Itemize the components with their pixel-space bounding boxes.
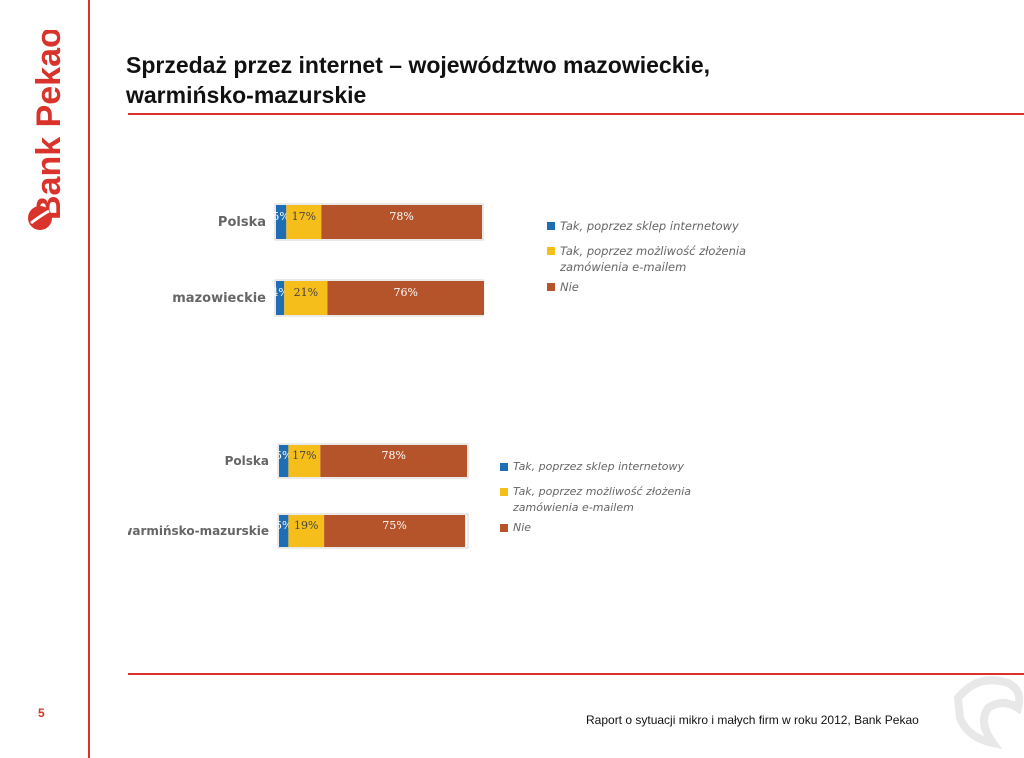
category-label: Polska	[218, 215, 266, 230]
bar-segment	[288, 445, 321, 477]
data-label: 76%	[394, 286, 418, 299]
legend-label: Tak, poprzez sklep internetowy	[560, 219, 739, 233]
legend-item: Nie	[500, 520, 691, 536]
bar-frame	[277, 443, 469, 479]
legend-label: Nie	[560, 280, 579, 294]
bar-segment	[321, 205, 482, 239]
data-label: 75%	[382, 519, 406, 532]
legend-item: Nie	[547, 279, 746, 295]
legend-swatch	[500, 463, 508, 471]
bar-segment	[284, 281, 328, 315]
page-number: 5	[38, 706, 45, 720]
data-label: 5%	[272, 210, 289, 223]
bar-segment	[320, 445, 467, 477]
title-line-2: warmińsko-mazurskie	[126, 82, 367, 108]
title-underline	[128, 113, 1024, 115]
legend-item: Tak, poprzez sklep internetowy	[547, 218, 746, 234]
legend-label: Nie	[513, 521, 532, 534]
legend-mazowieckie: Tak, poprzez sklep internetowy Tak, poprz…	[547, 218, 746, 299]
logo-emblem-icon	[28, 206, 52, 230]
data-label: 17%	[292, 449, 316, 462]
data-label: 78%	[389, 210, 413, 223]
logo-wordmark: Bank Pekao	[30, 30, 68, 220]
bar-segment	[276, 281, 285, 315]
category-label: warmińsko-mazurskie	[128, 524, 269, 538]
data-label: 19%	[294, 519, 318, 532]
data-label: 5%	[275, 449, 292, 462]
bar-segment	[327, 281, 485, 315]
bar-segment	[279, 445, 289, 477]
data-label: 5%	[275, 519, 292, 532]
legend-swatch	[547, 247, 555, 255]
data-label: 17%	[292, 210, 316, 223]
data-label: 21%	[294, 286, 318, 299]
title-line-1: Sprzedaż przez internet – województwo ma…	[126, 52, 711, 78]
legend-item: Tak, poprzez możliwość złożenia zamówieni…	[547, 243, 746, 275]
bar-segment	[276, 205, 287, 239]
legend-warminsko-mazurskie: Tak, poprzez sklep internetowy Tak, poprz…	[500, 459, 691, 540]
legend-label: Tak, poprzez możliwość złożenia	[560, 244, 747, 258]
footer-rule	[128, 673, 1024, 675]
legend-label: Tak, poprzez sklep internetowy	[513, 460, 685, 473]
legend-item: Tak, poprzez sklep internetowy	[500, 459, 691, 475]
bar-segment	[288, 515, 325, 547]
bar-segment	[324, 515, 466, 547]
legend-swatch	[500, 488, 508, 496]
category-label: Polska	[225, 454, 269, 468]
legend-item: Tak, poprzez możliwość złożenia zamówieni…	[500, 484, 691, 516]
legend-label-continued: zamówienia e-mailem	[513, 501, 634, 514]
bank-pekao-logo: Bank Pekao	[28, 30, 68, 230]
legend-swatch	[547, 222, 555, 230]
bar-segment	[286, 205, 322, 239]
bar-frame	[277, 513, 469, 549]
legend-swatch	[547, 283, 555, 291]
legend-label: Tak, poprzez możliwość złożenia	[513, 485, 692, 498]
bar-frame	[274, 203, 484, 241]
chart-mazowieckie: Polska 5% 17% 78%mazowieckie 4% 21% 76%	[172, 203, 485, 317]
left-red-rule	[88, 0, 90, 758]
bar-segment	[279, 515, 289, 547]
legend-swatch	[500, 524, 508, 532]
category-label: mazowieckie	[172, 291, 266, 306]
eagle-watermark-icon	[953, 676, 1024, 749]
page-title: Sprzedaż przez internet – województwo ma…	[126, 50, 710, 110]
footer-text: Raport o sytuacji mikro i małych firm w …	[586, 713, 919, 727]
legend-label-continued: zamówienia e-mailem	[560, 260, 687, 274]
data-label: 78%	[381, 449, 405, 462]
chart-warminsko-mazurskie: Polska 5% 17% 78%warmińsko-mazurskie 5% 19% 75…	[128, 443, 469, 549]
